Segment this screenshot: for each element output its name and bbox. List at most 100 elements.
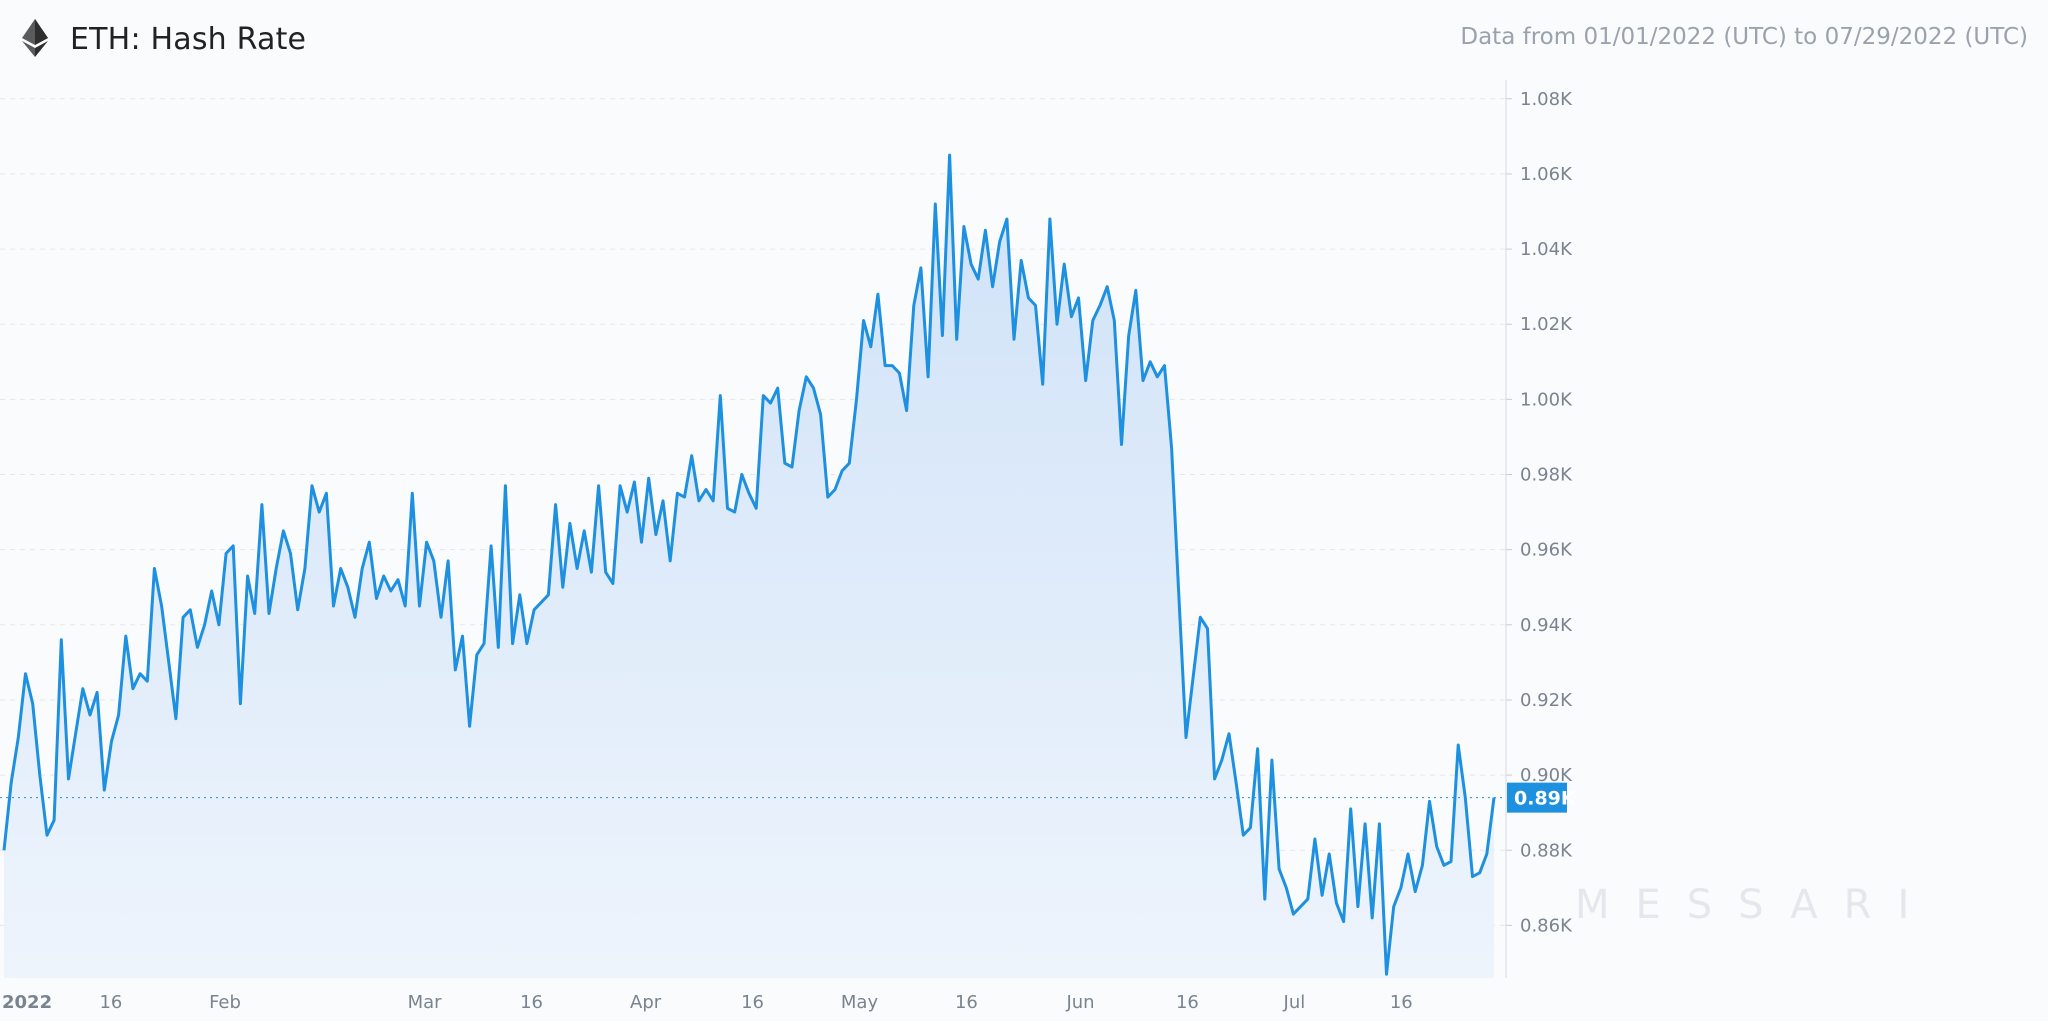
data-point xyxy=(101,787,107,793)
x-tick-label: Apr xyxy=(630,992,662,1013)
data-point xyxy=(854,396,860,402)
data-point xyxy=(73,731,79,737)
messari-watermark: MESSARI xyxy=(1575,882,1935,928)
data-point xyxy=(531,607,537,613)
data-point xyxy=(1147,359,1153,365)
x-tick-label: Jul xyxy=(1283,992,1306,1013)
data-point xyxy=(811,385,817,391)
data-point xyxy=(273,566,279,572)
data-point xyxy=(252,611,258,617)
data-point xyxy=(359,566,365,572)
data-point xyxy=(460,633,466,639)
data-point xyxy=(889,363,895,369)
data-point xyxy=(846,460,852,466)
data-point xyxy=(180,614,186,620)
data-point xyxy=(553,502,559,508)
data-point xyxy=(1140,378,1146,384)
data-point xyxy=(631,479,637,485)
data-point xyxy=(975,276,981,282)
y-tick-label: 0.88K xyxy=(1520,840,1573,861)
data-point xyxy=(1133,287,1139,293)
data-point xyxy=(904,408,910,414)
date-range-label: Data from 01/01/2022 (UTC) to 07/29/2022… xyxy=(1460,24,2028,50)
data-point xyxy=(1441,862,1447,868)
data-point xyxy=(331,603,337,609)
data-point xyxy=(1076,295,1082,301)
data-point xyxy=(610,581,616,587)
data-point xyxy=(839,468,845,474)
data-point xyxy=(352,614,358,620)
data-point xyxy=(1448,859,1454,865)
data-point xyxy=(911,302,917,308)
y-tick-label: 0.98K xyxy=(1520,465,1573,486)
y-tick-label: 0.86K xyxy=(1520,915,1573,936)
y-tick-label: 1.04K xyxy=(1520,239,1573,260)
data-point xyxy=(66,776,72,782)
data-point xyxy=(1384,971,1390,977)
data-point xyxy=(932,201,938,207)
data-point xyxy=(1240,832,1246,838)
data-point xyxy=(130,686,136,692)
data-point xyxy=(918,265,924,271)
data-point xyxy=(159,603,165,609)
data-point xyxy=(925,374,931,380)
y-tick-label: 0.96K xyxy=(1520,540,1573,561)
data-point xyxy=(1126,333,1132,339)
data-point xyxy=(245,573,251,579)
data-point xyxy=(1119,442,1125,448)
data-point xyxy=(1312,836,1318,842)
data-point xyxy=(338,566,344,572)
data-point xyxy=(696,498,702,504)
data-point xyxy=(954,336,960,342)
data-point xyxy=(1,847,7,853)
data-point xyxy=(1040,381,1046,387)
data-point xyxy=(1341,919,1347,925)
hash-rate-line[interactable] xyxy=(2,153,1496,976)
x-tick-label: Mar xyxy=(408,992,443,1013)
data-point xyxy=(345,584,351,590)
data-point xyxy=(990,284,996,290)
data-point xyxy=(1348,806,1354,812)
data-point xyxy=(1176,592,1182,598)
ethereum-icon xyxy=(22,19,48,57)
data-point xyxy=(1362,821,1368,827)
data-point xyxy=(137,671,143,677)
data-point xyxy=(524,641,530,647)
data-point xyxy=(939,333,945,339)
data-point xyxy=(1162,363,1168,369)
data-point xyxy=(1154,374,1160,380)
data-point xyxy=(1205,626,1211,632)
x-tick-label: Feb xyxy=(209,992,241,1013)
data-point xyxy=(596,483,602,489)
data-point xyxy=(1047,216,1053,222)
data-point xyxy=(545,592,551,598)
data-point xyxy=(1097,302,1103,308)
chart-header: ETH: Hash Rate Data from 01/01/2022 (UTC… xyxy=(0,0,2048,80)
data-point xyxy=(1484,851,1490,857)
data-point xyxy=(818,411,824,417)
current-value-marker: 0.89K xyxy=(0,782,1577,813)
data-point xyxy=(825,494,831,500)
data-point xyxy=(288,550,294,556)
data-point xyxy=(667,558,673,564)
data-point xyxy=(1018,257,1024,263)
data-point xyxy=(1305,896,1311,902)
data-point xyxy=(617,483,623,489)
data-point xyxy=(1477,870,1483,876)
x-tick-label: 16 xyxy=(741,992,764,1013)
data-point xyxy=(1212,776,1218,782)
data-point xyxy=(94,689,100,695)
data-point xyxy=(431,558,437,564)
data-point xyxy=(309,483,315,489)
data-point xyxy=(1255,746,1261,752)
data-point xyxy=(653,532,659,538)
data-point xyxy=(109,738,115,744)
x-tick-label: 2022 xyxy=(2,992,52,1013)
y-tick-label: 1.02K xyxy=(1520,314,1573,335)
data-point xyxy=(775,385,781,391)
data-point xyxy=(1269,757,1275,763)
data-point xyxy=(481,641,487,647)
data-point xyxy=(1190,674,1196,680)
x-tick-label: 16 xyxy=(1176,992,1199,1013)
